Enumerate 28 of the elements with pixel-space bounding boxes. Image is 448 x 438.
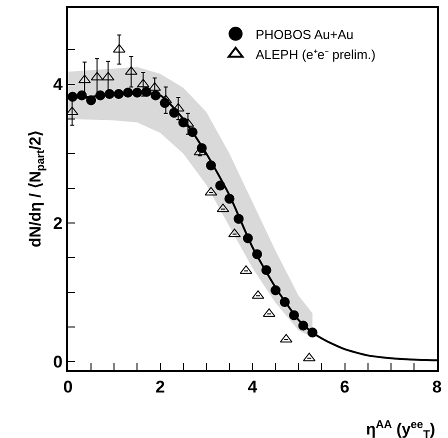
point bbox=[289, 310, 300, 320]
x-tick-label: 8 bbox=[432, 377, 442, 396]
point bbox=[122, 88, 133, 98]
x-tick-label: 6 bbox=[340, 377, 350, 396]
x-tick-label: 4 bbox=[248, 377, 258, 396]
y-tick-label: 4 bbox=[53, 75, 64, 94]
legend-label: ALEPH (e⁺e⁻ prelim.) bbox=[256, 46, 376, 62]
point bbox=[242, 233, 253, 244]
point bbox=[188, 127, 198, 138]
point bbox=[224, 194, 234, 204]
point bbox=[132, 88, 142, 98]
point bbox=[252, 249, 262, 260]
y-tick-label: 2 bbox=[53, 214, 63, 233]
point bbox=[114, 88, 124, 99]
point bbox=[261, 265, 272, 276]
x-tick-label: 2 bbox=[156, 377, 165, 396]
point bbox=[280, 297, 290, 308]
point bbox=[206, 160, 216, 170]
point bbox=[68, 92, 78, 102]
point bbox=[307, 328, 318, 338]
point bbox=[215, 180, 226, 191]
point bbox=[234, 214, 244, 224]
point bbox=[298, 320, 308, 331]
point bbox=[86, 95, 96, 106]
point bbox=[270, 285, 281, 296]
y-tick-label: 0 bbox=[53, 352, 63, 372]
legend-label: PHOBOS Au+Au bbox=[256, 26, 354, 42]
x-axis-title: η$^{AA}$ (y$^{ee}$$_{T}$) bbox=[366, 419, 436, 438]
